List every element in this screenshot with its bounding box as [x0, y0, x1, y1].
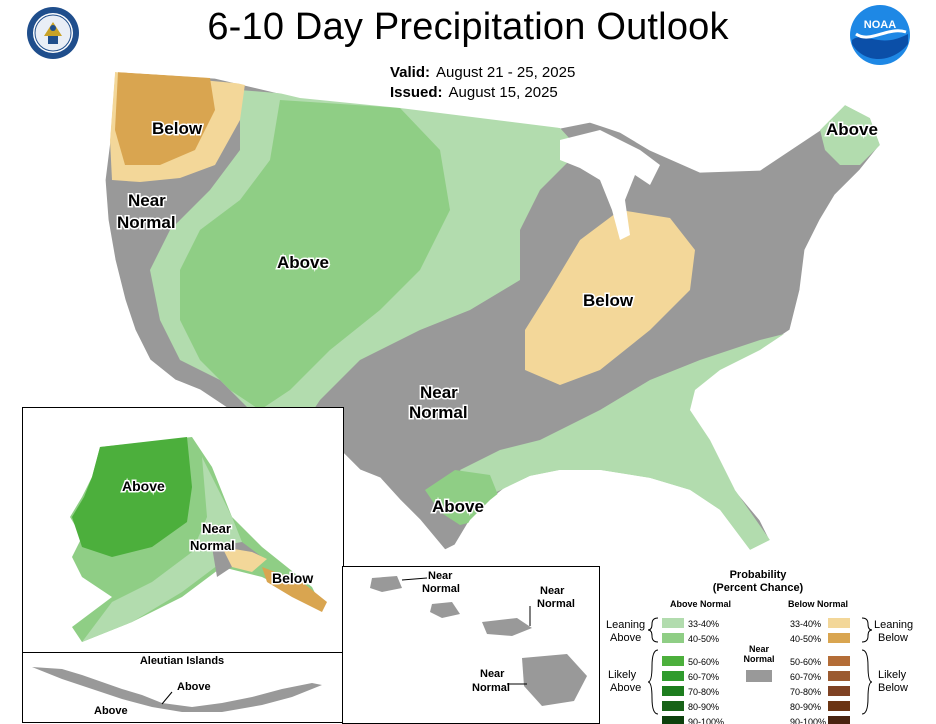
zone-below-leaning-mid [525, 210, 695, 385]
legend-likely-above-2: Above [610, 682, 641, 694]
great-lakes [560, 130, 660, 240]
legend-above-header: Above Normal [670, 599, 731, 609]
noaa-logo-icon: NOAA [850, 5, 910, 65]
valid-label: Valid: [390, 64, 431, 81]
legend-below-header: Below Normal [788, 599, 848, 609]
legend-below-range-0: 33-40% [790, 619, 821, 629]
ak-label-near-1: Near [202, 521, 231, 536]
alaska-land-light [82, 457, 242, 642]
label-west-near-2: Normal [117, 213, 176, 232]
legend-below-range-1: 40-50% [790, 634, 821, 644]
ak-label-above: Above [122, 478, 165, 494]
legend-above-swatch-5 [662, 701, 684, 711]
legend-below-swatch-5 [828, 701, 850, 711]
legend-below-swatch-2 [828, 656, 850, 666]
valid-value: August 21 - 25, 2025 [436, 64, 576, 81]
legend-title-2: (Percent Chance) [713, 582, 804, 594]
issued-value: August 15, 2025 [448, 84, 558, 101]
legend-below-range-4: 70-80% [790, 687, 821, 697]
legend-above-swatch-3 [662, 671, 684, 681]
hawaii-inset: Near Normal Near Normal Near Normal [342, 566, 600, 724]
zone-above-leaning-ne [820, 105, 880, 165]
hawaii-oahu [430, 602, 460, 618]
alaska-se-below-lean [222, 547, 267, 572]
issued-label: Issued: [390, 84, 443, 101]
hawaii-maui-group [482, 618, 532, 636]
page-title: 6-10 Day Precipitation Outlook [207, 6, 729, 48]
legend-below-range-2: 50-60% [790, 657, 821, 667]
hi-label-b2: Normal [537, 598, 575, 610]
legend-below-range-3: 60-70% [790, 672, 821, 682]
alaska-land-above-core [72, 437, 192, 557]
ak-label-near-2: Normal [190, 538, 235, 553]
legend-below-swatch-4 [828, 686, 850, 696]
legend-below-swatch-6 [828, 716, 850, 724]
aleutian-islands [32, 667, 322, 712]
hawaii-big-island [522, 654, 587, 706]
label-ne-above: Above [826, 120, 878, 139]
legend-likely-below-2: Below [878, 682, 908, 694]
legend-near-2: Normal [743, 654, 774, 664]
noaa-text: NOAA [864, 19, 896, 31]
alaska-inset: Above Near Normal Below Aleutian Islands… [22, 407, 344, 723]
hi-label-c1: Near [480, 668, 505, 680]
legend-above-range-3: 60-70% [688, 672, 719, 682]
issued-date: Issued: August 15, 2025 [390, 84, 558, 101]
hi-label-a2: Normal [422, 583, 460, 595]
legend-likely-below-1: Likely [878, 669, 907, 681]
legend-below-range-6: 90-100% [790, 717, 826, 724]
legend-above-range-4: 70-80% [688, 687, 719, 697]
legend-above-range-2: 50-60% [688, 657, 719, 667]
legend-below-range-5: 80-90% [790, 702, 821, 712]
legend-leaning-above-1: Leaning [606, 619, 645, 631]
legend-below-swatch-3 [828, 671, 850, 681]
commerce-seal-icon [27, 7, 79, 59]
zone-below-40-50-nw [115, 72, 215, 165]
legend-above-range-6: 90-100% [688, 717, 724, 724]
legend-leaning-below-2: Below [878, 632, 908, 644]
legend-below-swatches: 33-40% 40-50% 50-60% 60-70% 70-80% 80-90% 90-1… [790, 618, 850, 724]
legend-below-swatch-0 [828, 618, 850, 628]
legend-above-range-1: 40-50% [688, 634, 719, 644]
aleutian-label-above: Above [177, 681, 211, 693]
legend-above-swatch-2 [662, 656, 684, 666]
aleutian-title: Aleutian Islands [140, 655, 224, 667]
legend-title-1: Probability [730, 569, 788, 581]
legend-above-swatch-0 [662, 618, 684, 628]
legend-below-swatch-1 [828, 633, 850, 643]
legend-likely-above-1: Likely [608, 669, 637, 681]
legend-near-swatch [746, 670, 772, 682]
label-west-above: Above [277, 253, 329, 272]
zone-above-40-50-west [180, 100, 450, 410]
legend-above-swatch-1 [662, 633, 684, 643]
hi-label-c2: Normal [472, 682, 510, 694]
label-tx-above: Above [432, 497, 484, 516]
label-nw-below: Below [152, 119, 203, 138]
legend-leaning-below-1: Leaning [874, 619, 913, 631]
label-south-near-2: Normal [409, 403, 468, 422]
legend-leaning-above-2: Above [610, 632, 641, 644]
ak-label-below: Below [272, 570, 313, 586]
label-south-near-1: Near [420, 383, 458, 402]
legend: Probability (Percent Chance) Above Norma… [606, 569, 913, 724]
valid-dates: Valid: August 21 - 25, 2025 [390, 64, 575, 81]
hi-label-a1: Near [428, 570, 453, 582]
alaska-se-below [262, 567, 327, 612]
hi-label-b1: Near [540, 585, 565, 597]
label-mid-below: Below [583, 291, 634, 310]
legend-near-1: Near [749, 644, 770, 654]
label-west-near-1: Near [128, 191, 166, 210]
hawaii-kauai [370, 576, 402, 592]
legend-above-swatch-4 [662, 686, 684, 696]
aleutian-label-above-2: Above [94, 705, 128, 717]
legend-above-swatches: 33-40% 40-50% 50-60% 60-70% 70-80% 80-90% 90-1… [662, 618, 724, 724]
legend-above-range-5: 80-90% [688, 702, 719, 712]
legend-above-range-0: 33-40% [688, 619, 719, 629]
legend-above-swatch-6 [662, 716, 684, 724]
